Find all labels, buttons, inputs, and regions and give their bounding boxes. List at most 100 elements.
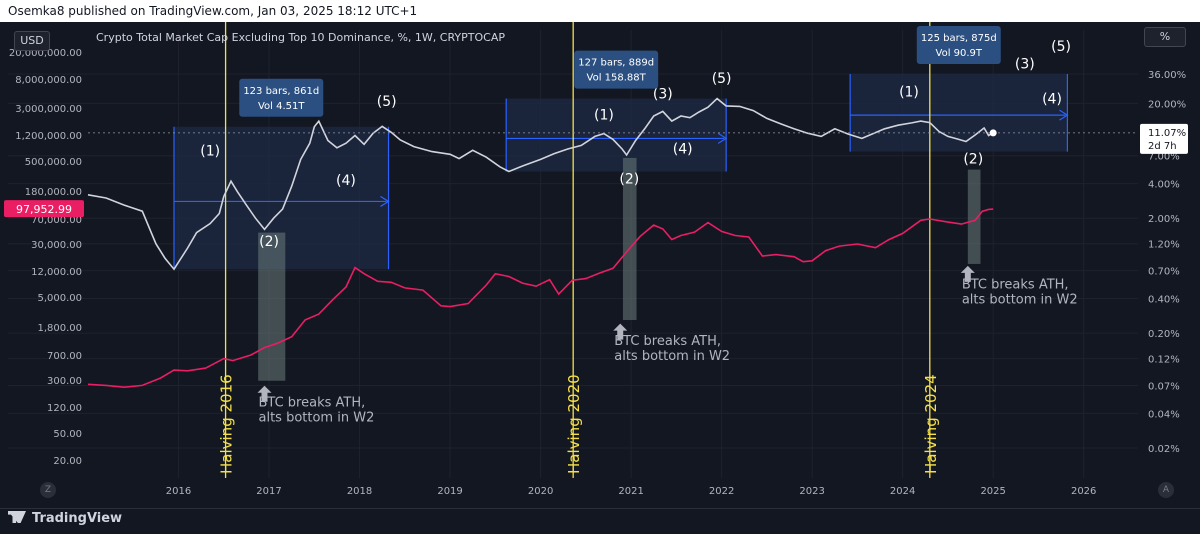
x-axis-tick: 2016 <box>166 486 191 497</box>
auto-scale-button[interactable]: A <box>1158 482 1174 498</box>
right-axis-panel <box>1138 22 1200 478</box>
up-arrow-icon <box>613 323 628 340</box>
wave-label: (4) <box>336 173 356 189</box>
wave-label: (1) <box>899 84 919 100</box>
left-axis-tick: 500,000.00 <box>25 157 82 168</box>
x-axis-tick: 2022 <box>709 486 734 497</box>
left-axis-tick: 1,200,000.00 <box>15 131 82 142</box>
annotation-line: BTC breaks ATH, <box>259 395 366 410</box>
current-value-tag <box>1140 123 1188 154</box>
right-axis-tick: 0.12% <box>1148 355 1180 366</box>
x-axis-tick: 2020 <box>528 486 553 497</box>
annotation-line: alts bottom in W2 <box>962 292 1078 307</box>
x-axis-tick: 2018 <box>347 486 372 497</box>
measure-label-bars: 125 bars, 875d <box>921 33 997 44</box>
wave-label: (4) <box>673 142 693 158</box>
left-axis-tick: 70,000.00 <box>31 215 82 226</box>
measure-label-vol: Vol 90.9T <box>936 48 983 59</box>
wave-label: (5) <box>1051 39 1071 55</box>
left-axis-tick: 300.00 <box>47 376 82 387</box>
left-axis-tick: 20.00 <box>53 456 82 467</box>
wave-label: (1) <box>200 144 220 160</box>
annotation-line: alts bottom in W2 <box>614 349 730 364</box>
left-axis-tick: 8,000,000.00 <box>15 75 82 86</box>
w2-highlight-bar <box>622 157 637 321</box>
left-axis-tick: 12,000.00 <box>31 267 82 278</box>
up-arrow-icon <box>257 385 272 402</box>
wave-label: (5) <box>377 94 397 110</box>
left-axis-tick: 3,000,000.00 <box>15 104 82 115</box>
current-value-dot <box>989 129 997 137</box>
x-axis-tick: 2024 <box>890 486 915 497</box>
left-axis-tick: 120.00 <box>47 403 82 414</box>
wave-label: (2) <box>963 151 983 167</box>
left-axis-tick: 5,000.00 <box>37 293 82 304</box>
annotation-text: BTC breaks ATH, alts bottom in W2 <box>962 277 1078 307</box>
chart-area[interactable]: Halving 2016 Halving 2020 Halving 2024 (1) (… <box>0 22 1200 530</box>
currency-button[interactable]: USD <box>14 31 50 51</box>
price-tag-label: 97,952.99 <box>16 203 72 216</box>
wave-label: (4) <box>1042 91 1062 107</box>
up-arrow-icon <box>960 265 975 282</box>
annotation-line: BTC breaks ATH, <box>962 277 1069 292</box>
zoom-reset-button[interactable]: Z <box>40 482 56 498</box>
wave-label: (3) <box>1015 57 1035 73</box>
measure-label-bars: 123 bars, 861d <box>243 86 319 97</box>
chart-svg: Halving 2016 Halving 2020 Halving 2024 (1) (… <box>4 22 1200 497</box>
price-tag <box>4 200 84 218</box>
right-axis-tick: 20.00% <box>1148 99 1186 110</box>
x-axis-tick: 2025 <box>980 486 1005 497</box>
annotation-line: BTC breaks ATH, <box>614 334 721 349</box>
w2-highlight-bar <box>258 232 286 381</box>
measure-label-vol: Vol 158.88T <box>587 73 647 84</box>
measure-label-bars: 127 bars, 889d <box>578 58 654 69</box>
right-axis-tick: 4.00% <box>1148 180 1180 191</box>
wave-label: (2) <box>619 172 639 188</box>
right-axis-tick: 0.02% <box>1148 444 1180 455</box>
right-axis-tick: 1.20% <box>1148 240 1180 251</box>
x-axis-tick: 2023 <box>799 486 824 497</box>
brand-label: TradingView <box>32 511 123 526</box>
wave-label: (3) <box>653 87 673 103</box>
scale-percent-button[interactable]: % <box>1144 27 1186 47</box>
halving-label: Halving 2020 <box>565 374 583 474</box>
left-axis-tick: 180,000.00 <box>25 187 82 198</box>
measure-arrow-head <box>380 195 390 207</box>
right-axis-tick: 0.20% <box>1148 329 1180 340</box>
wave-label: (5) <box>712 71 732 87</box>
left-axis-tick: 700.00 <box>47 351 82 362</box>
right-axis-tick: 36.00% <box>1148 70 1186 81</box>
right-axis-tick: 2.00% <box>1148 214 1180 225</box>
annotation-text: BTC breaks ATH, alts bottom in W2 <box>614 334 730 364</box>
dominance-line <box>87 97 994 271</box>
right-axis-tick: 0.04% <box>1148 409 1180 420</box>
annotation-line: alts bottom in W2 <box>259 410 375 425</box>
left-axis-tick: 1,800.00 <box>37 323 82 334</box>
left-axis-tick: 20,000,000.00 <box>9 48 82 59</box>
measure-arrow-head <box>1059 109 1069 121</box>
left-axis-tick: 50.00 <box>53 429 82 440</box>
measure-box <box>506 98 727 172</box>
halving-label: Halving 2024 <box>922 374 940 474</box>
published-text: Osemka8 published on TradingView.com, Ja… <box>8 4 418 18</box>
measure-arrow-head <box>717 132 728 144</box>
left-axis-tick: 30,000.00 <box>31 240 82 251</box>
measure-label-box <box>239 78 324 117</box>
publish-header: Osemka8 published on TradingView.com, Ja… <box>0 0 1200 22</box>
annotation-text: BTC breaks ATH, alts bottom in W2 <box>259 395 375 425</box>
right-axis-tick: 0.07% <box>1148 381 1180 392</box>
measure-label-box <box>574 50 659 89</box>
footer-bar <box>0 508 1200 531</box>
measure-label-box <box>916 26 1001 64</box>
right-axis-tick: 0.40% <box>1148 295 1180 306</box>
wave-label: (2) <box>259 234 279 250</box>
tradingview-logo[interactable]: TradingView <box>8 511 122 526</box>
countdown-label: 2d 7h <box>1148 141 1177 152</box>
halving-label: Halving 2016 <box>218 374 236 474</box>
right-axis-tick: 0.70% <box>1148 267 1180 278</box>
x-axis-tick: 2019 <box>437 486 462 497</box>
measure-label-vol: Vol 4.51T <box>258 101 305 112</box>
btc-price-line <box>87 208 994 389</box>
x-axis-tick: 2021 <box>618 486 643 497</box>
current-value-label: 11.07% <box>1148 128 1186 139</box>
